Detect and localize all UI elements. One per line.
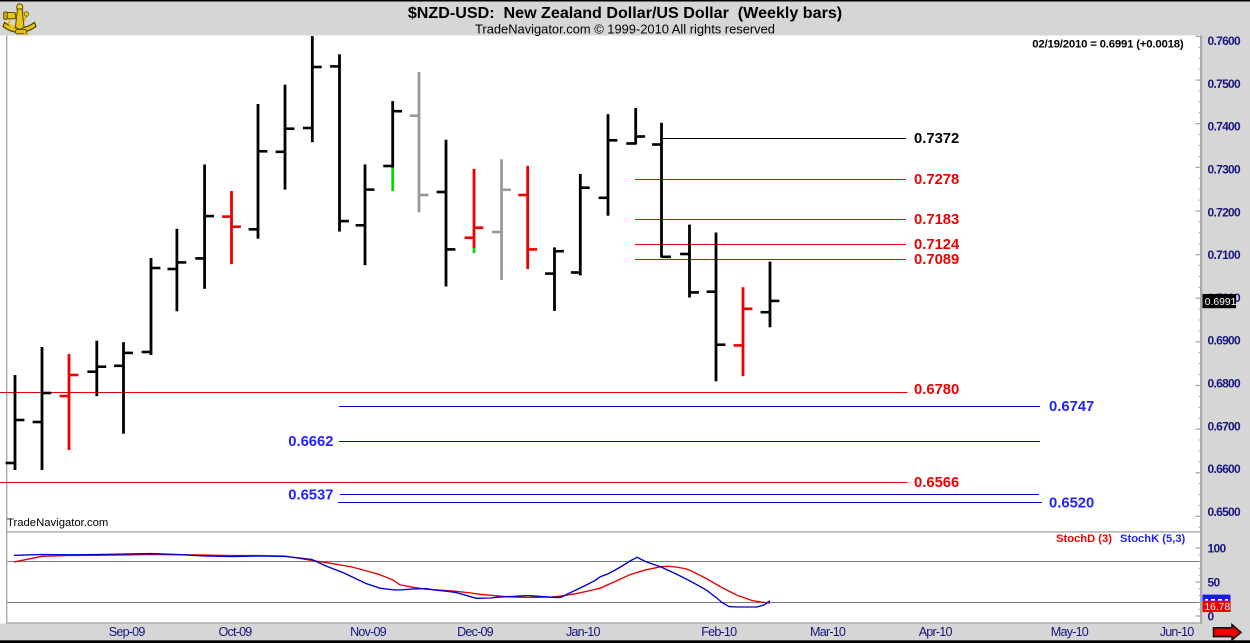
svg-text:TradeNavigator.com © 1999-2010: TradeNavigator.com © 1999-2010 All right… — [475, 22, 775, 37]
svg-text:TradeNavigator.com: TradeNavigator.com — [7, 517, 108, 529]
svg-text:Sep-09: Sep-09 — [109, 625, 146, 639]
svg-text:Jan-10: Jan-10 — [566, 625, 601, 639]
svg-text:Apr-10: Apr-10 — [919, 625, 953, 639]
svg-text:0.6747: 0.6747 — [1049, 399, 1094, 415]
svg-text:16.78: 16.78 — [1205, 602, 1231, 613]
svg-text:0.6500: 0.6500 — [1208, 505, 1242, 519]
svg-text:Jun-10: Jun-10 — [1160, 625, 1195, 639]
svg-text:0.6520: 0.6520 — [1049, 495, 1094, 511]
svg-text:Mar-10: Mar-10 — [810, 625, 846, 639]
svg-text:0.7124: 0.7124 — [914, 237, 960, 253]
svg-text:0.7100: 0.7100 — [1208, 248, 1242, 262]
svg-text:0.7089: 0.7089 — [914, 252, 959, 268]
svg-text:100: 100 — [1208, 541, 1227, 555]
svg-text:02/19/2010 = 0.6991 (+0.0018): 02/19/2010 = 0.6991 (+0.0018) — [1032, 39, 1184, 51]
svg-text:0.7600: 0.7600 — [1208, 34, 1242, 48]
svg-text:0.7183: 0.7183 — [914, 212, 959, 228]
svg-text:0.6800: 0.6800 — [1208, 377, 1242, 391]
svg-text:Feb-10: Feb-10 — [701, 625, 737, 639]
svg-text:Oct-09: Oct-09 — [219, 625, 253, 639]
svg-text:0.6662: 0.6662 — [288, 434, 333, 450]
svg-text:$NZD-USD: New Zealand Dollar/: $NZD-USD: New Zealand Dollar/US Dollar (… — [408, 4, 842, 22]
svg-text:May-10: May-10 — [1051, 625, 1089, 639]
svg-text:StochD (3): StochD (3) — [1056, 533, 1112, 545]
svg-text:0.7300: 0.7300 — [1208, 163, 1242, 177]
svg-text:0.6566: 0.6566 — [914, 475, 959, 491]
svg-text:StochK (5,3): StochK (5,3) — [1120, 533, 1186, 545]
svg-text:0.7278: 0.7278 — [914, 172, 959, 188]
svg-text:0: 0 — [1208, 609, 1215, 623]
svg-text:50: 50 — [1208, 575, 1221, 589]
svg-text:0.7500: 0.7500 — [1208, 77, 1242, 91]
svg-text:0.6600: 0.6600 — [1208, 462, 1242, 476]
svg-text:0.6780: 0.6780 — [914, 382, 959, 398]
svg-text:0.7400: 0.7400 — [1208, 120, 1242, 134]
svg-text:0.6900: 0.6900 — [1208, 334, 1242, 348]
svg-text:0.7372: 0.7372 — [914, 131, 959, 147]
svg-text:Nov-09: Nov-09 — [350, 625, 387, 639]
svg-text:0.6700: 0.6700 — [1208, 419, 1242, 433]
svg-text:Dec-09: Dec-09 — [457, 625, 494, 639]
svg-text:0.6991: 0.6991 — [1205, 297, 1237, 308]
svg-text:0.6537: 0.6537 — [288, 488, 333, 504]
svg-text:0.7200: 0.7200 — [1208, 205, 1242, 219]
